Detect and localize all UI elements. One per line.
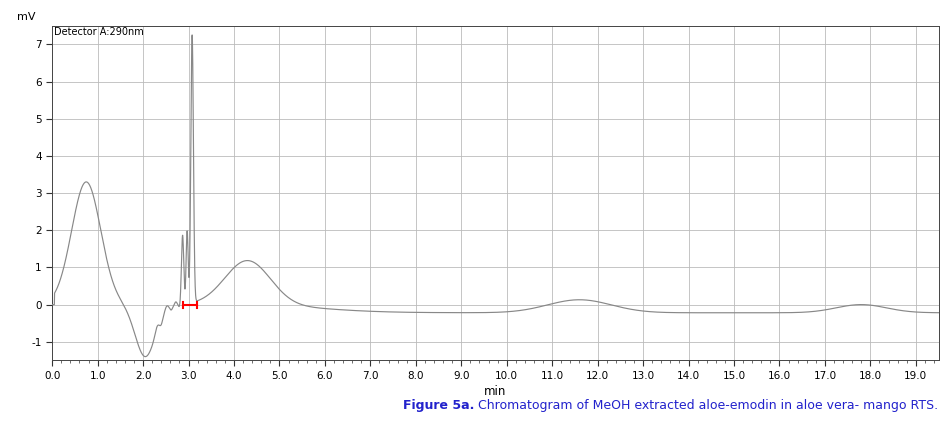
Text: Chromatogram of MeOH extracted aloe-emodin in aloe vera- mango RTS.: Chromatogram of MeOH extracted aloe-emod…: [474, 399, 939, 412]
Text: Detector A:290nm: Detector A:290nm: [54, 27, 144, 37]
Text: Figure 5a.: Figure 5a.: [403, 399, 474, 412]
X-axis label: min: min: [484, 385, 506, 398]
Text: mV: mV: [17, 12, 35, 22]
